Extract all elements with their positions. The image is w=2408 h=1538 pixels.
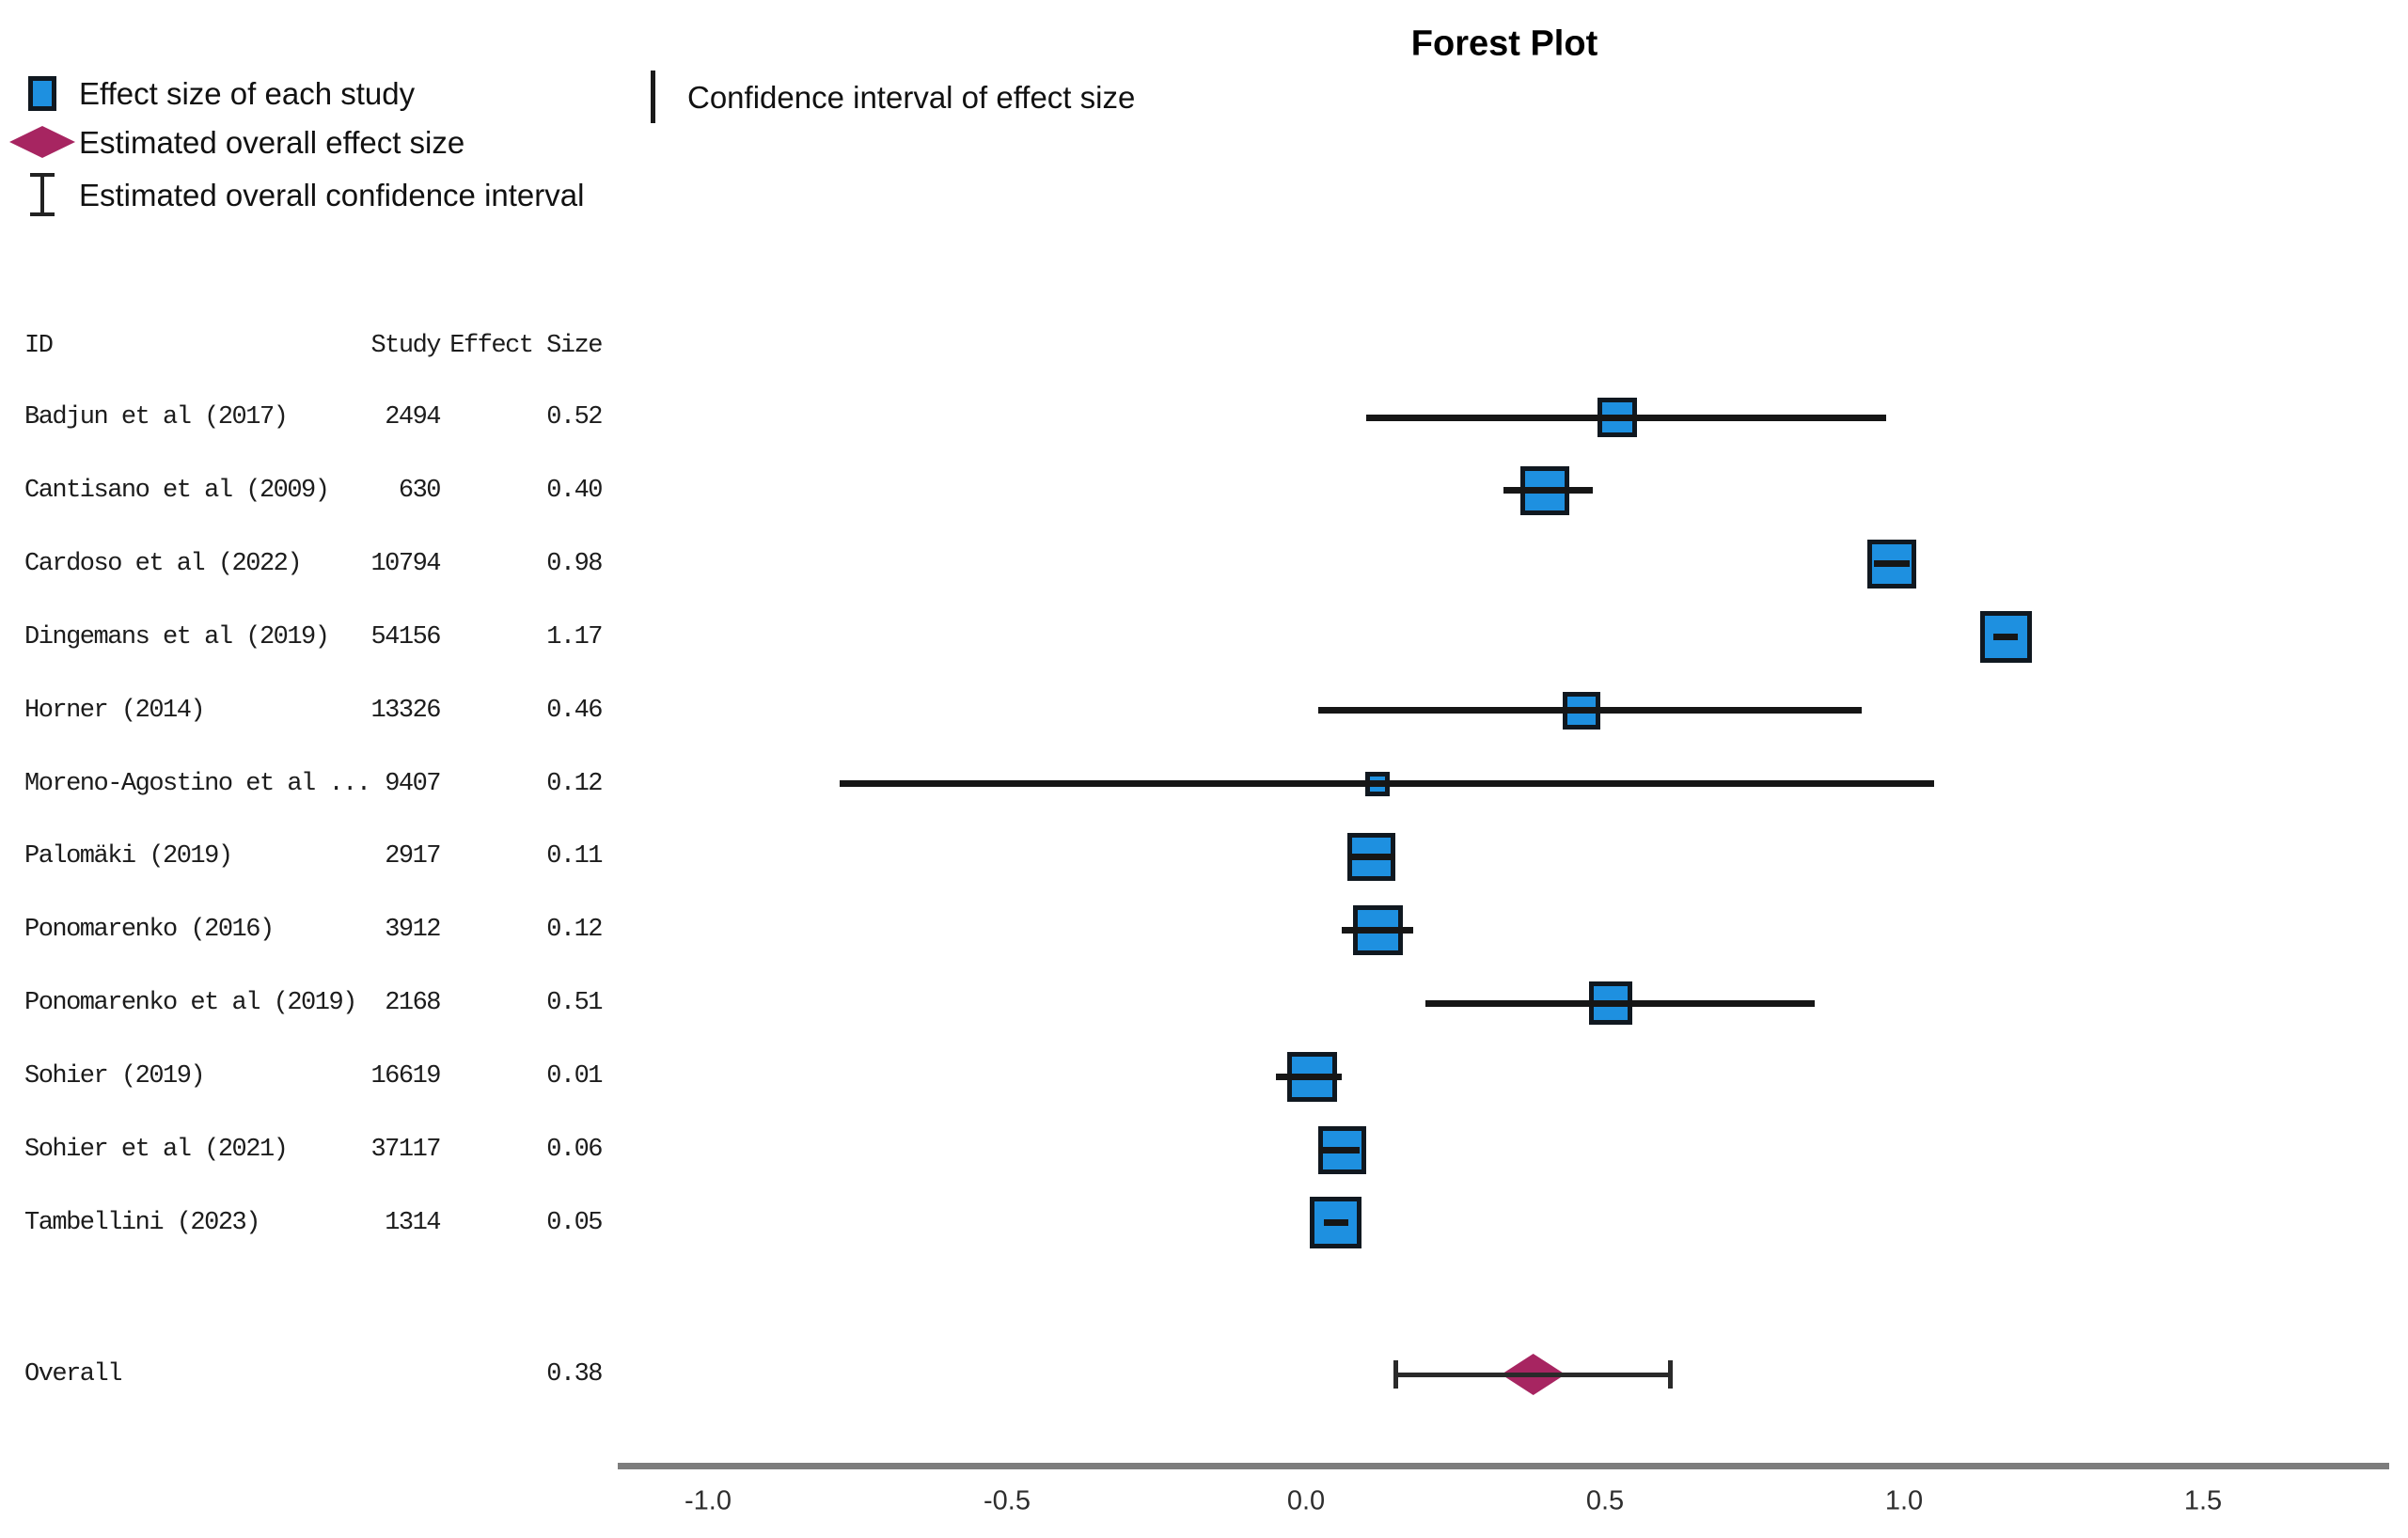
table-cell-study: 630 (398, 476, 442, 505)
x-axis-tick-label: 1.5 (2183, 1485, 2223, 1516)
table-cell-study: 2168 (385, 989, 441, 1018)
x-axis-line (618, 1463, 2389, 1469)
table-cell-id: Cardoso et al (2022) (24, 549, 303, 578)
confidence-interval-line (1317, 1146, 1361, 1154)
confidence-interval-line (1324, 1219, 1348, 1227)
table-cell-study: 54156 (370, 622, 441, 651)
legend-label-effect-size: Effect size of each study (79, 76, 416, 111)
confidence-interval-line (1993, 634, 2018, 641)
table-cell-effect: 0.40 (546, 476, 603, 505)
table-cell-id: Dingemans et al (2019) (24, 622, 330, 651)
overall-ci-end-cap (1393, 1360, 1398, 1389)
effect-size-square-icon (28, 76, 56, 111)
table-cell-id: Cantisano et al (2009) (24, 476, 330, 505)
table-cell-id: Sohier et al (2021) (24, 1136, 289, 1164)
confidence-interval-line (1365, 414, 1886, 421)
table-cell-effect: 0.01 (546, 1062, 603, 1091)
legend-label-overall-effect: Estimated overall effect size (79, 125, 465, 160)
table-cell-study: 37117 (370, 1136, 441, 1164)
overall-ci-ibeam-icon (30, 173, 55, 216)
confidence-interval-line (1347, 853, 1396, 860)
table-cell-effect: 0.05 (546, 1208, 603, 1237)
confidence-interval-line (1503, 487, 1594, 494)
x-axis-tick-label: -0.5 (984, 1485, 1031, 1516)
confidence-interval-line (839, 780, 1934, 787)
table-cell-id: Sohier (2019) (24, 1062, 206, 1091)
table-cell-effect: 0.98 (546, 549, 603, 578)
table-cell-effect: 0.12 (546, 916, 603, 945)
overall-confidence-interval-line (1395, 1372, 1671, 1377)
table-cell-id: Ponomarenko (2016) (24, 916, 275, 945)
table-cell-study: 2917 (385, 842, 441, 871)
table-cell-effect: 1.17 (546, 622, 603, 651)
chart-title: Forest Plot (1410, 24, 1598, 64)
table-cell-effect: 0.46 (546, 696, 603, 725)
confidence-interval-line (1317, 707, 1863, 714)
table-cell-id: Tambellini (2023) (24, 1208, 260, 1237)
table-cell-effect: 0.12 (546, 769, 603, 798)
table-cell-study: 10794 (370, 549, 441, 578)
x-axis-tick-label: -1.0 (685, 1485, 732, 1516)
table-header-study: Study (370, 332, 441, 360)
table-cell-id: Horner (2014) (24, 696, 206, 725)
table-cell-effect: 0.06 (546, 1136, 603, 1164)
table-cell-effect: 0.52 (546, 403, 603, 432)
overall-effect-diamond-icon (9, 126, 75, 158)
ci-line-icon (651, 71, 655, 123)
confidence-interval-line (1276, 1073, 1343, 1080)
x-axis-tick-label: 0.0 (1286, 1485, 1326, 1516)
table-cell-study: 9407 (385, 769, 441, 798)
table-cell-study: 13326 (370, 696, 441, 725)
table-cell-id: Ponomarenko et al (2019) (24, 989, 357, 1018)
confidence-interval-line (1342, 926, 1414, 934)
table-header-effect: Effect Size (449, 332, 603, 360)
confidence-interval-line (1874, 560, 1911, 568)
table-cell-study: 1314 (385, 1208, 441, 1237)
table-cell-effect: 0.11 (546, 842, 603, 871)
table-cell-study: 16619 (370, 1062, 441, 1091)
legend-label-ci: Confidence interval of effect size (687, 80, 1136, 115)
table-cell-study: 2494 (385, 403, 441, 432)
table-cell-id: Badjun et al (2017) (24, 403, 289, 432)
table-cell-effect: 0.51 (546, 989, 603, 1018)
table-header-id: ID (24, 332, 54, 360)
x-axis-tick-label: 1.0 (1884, 1485, 1924, 1516)
effect-size-square (1310, 1197, 1362, 1249)
confidence-interval-line (1425, 999, 1815, 1007)
table-cell-id: Palomäki (2019) (24, 842, 233, 871)
overall-ci-end-cap (1668, 1360, 1674, 1389)
legend-label-overall-ci: Estimated overall confidence interval (79, 178, 585, 212)
table-cell-id: Moreno-Agostino et al ... (24, 769, 371, 798)
table-cell-effect: 0.38 (546, 1360, 603, 1389)
x-axis-tick-label: 0.5 (1585, 1485, 1625, 1516)
table-cell-id: Overall (24, 1360, 122, 1389)
table-cell-study: 3912 (385, 916, 441, 945)
